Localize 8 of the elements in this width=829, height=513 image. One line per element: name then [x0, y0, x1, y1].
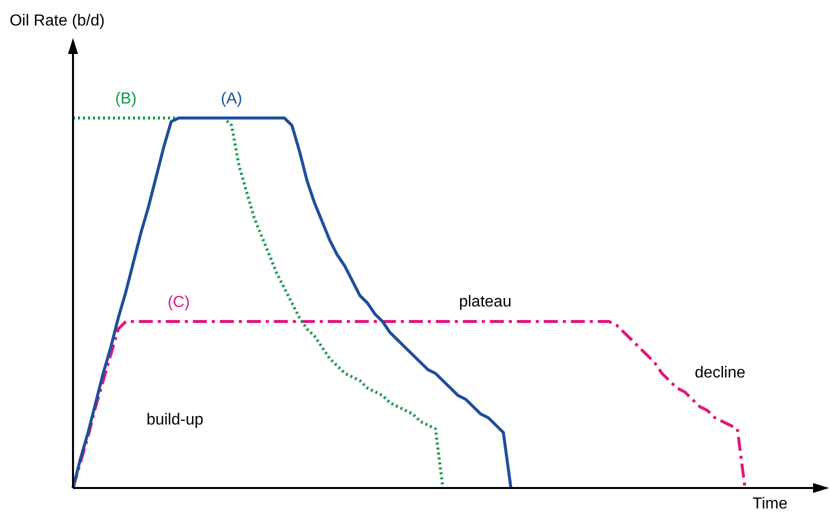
- series-label: (C): [168, 294, 190, 311]
- annotation: plateau: [458, 293, 512, 310]
- series-label: (B): [115, 90, 137, 108]
- series-label: (A): [220, 90, 242, 108]
- annotation: decline: [694, 364, 746, 382]
- annotation: build-up: [146, 411, 204, 428]
- text: Oil Rate (b/d): [10, 12, 105, 30]
- x-axis-title: Time: [752, 495, 788, 512]
